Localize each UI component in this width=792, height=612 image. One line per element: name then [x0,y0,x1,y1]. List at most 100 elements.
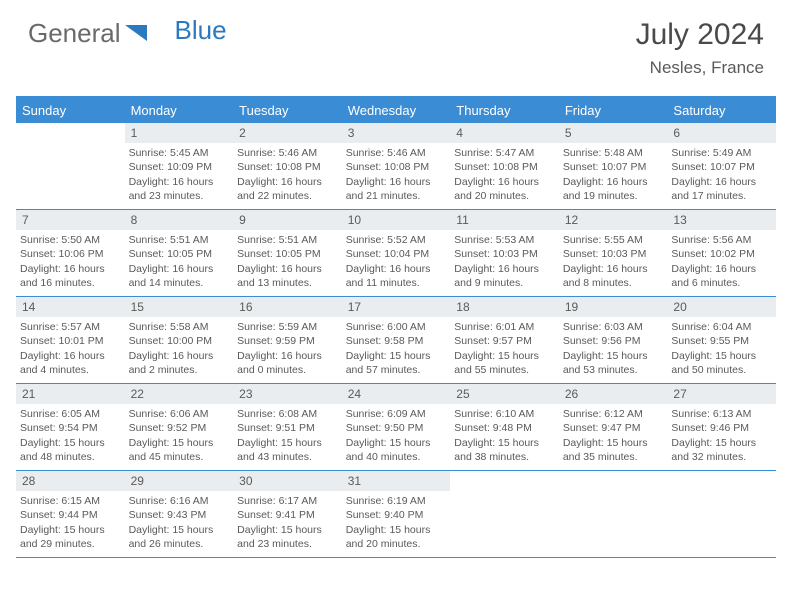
sunset-line: Sunset: 9:56 PM [563,334,664,348]
day-cell: 12Sunrise: 5:55 AMSunset: 10:03 PMDaylig… [559,210,668,296]
day-number: 29 [125,471,234,491]
weekday-sunday: Sunday [16,99,125,123]
sunrise-line: Sunrise: 6:08 AM [237,407,338,421]
sunset-line: Sunset: 10:05 PM [129,247,230,261]
sunrise-line: Sunrise: 6:04 AM [671,320,772,334]
sunrise-line: Sunrise: 5:57 AM [20,320,121,334]
sunrise-line: Sunrise: 6:00 AM [346,320,447,334]
day-number: 30 [233,471,342,491]
day-number: 14 [16,297,125,317]
sunset-line: Sunset: 9:55 PM [671,334,772,348]
day-cell: 22 Sunrise: 6:06 AMSunset: 9:52 PMDayligh… [125,384,234,470]
daylight-line: Daylight: 15 hours and 45 minutes. [129,436,230,464]
sunset-line: Sunset: 10:08 PM [346,160,447,174]
sunrise-line: Sunrise: 5:53 AM [454,233,555,247]
daylight-line: Daylight: 16 hours and 2 minutes. [129,349,230,377]
sunset-line: Sunset: 9:41 PM [237,508,338,522]
day-number: 13 [667,210,776,230]
daylight-line: Daylight: 15 hours and 40 minutes. [346,436,447,464]
daylight-line: Daylight: 16 hours and 14 minutes. [129,262,230,290]
logo-text-1: General [28,18,121,49]
sunset-line: Sunset: 9:40 PM [346,508,447,522]
day-cell: 15Sunrise: 5:58 AMSunset: 10:00 PMDaylig… [125,297,234,383]
day-number: 7 [16,210,125,230]
day-number: 8 [125,210,234,230]
daylight-line: Daylight: 15 hours and 55 minutes. [454,349,555,377]
weekday-saturday: Saturday [667,99,776,123]
sunset-line: Sunset: 10:09 PM [129,160,230,174]
day-number: 19 [559,297,668,317]
sunset-line: Sunset: 9:54 PM [20,421,121,435]
day-number: 21 [16,384,125,404]
daylight-line: Daylight: 15 hours and 29 minutes. [20,523,121,551]
sunrise-line: Sunrise: 5:59 AM [237,320,338,334]
daylight-line: Daylight: 16 hours and 19 minutes. [563,175,664,203]
day-cell: 16Sunrise: 5:59 AMSunset: 9:59 PMDayligh… [233,297,342,383]
day-cell: 6Sunrise: 5:49 AMSunset: 10:07 PMDayligh… [667,123,776,209]
weekday-wednesday: Wednesday [342,99,451,123]
day-number: 22 [125,384,234,404]
daylight-line: Daylight: 16 hours and 11 minutes. [346,262,447,290]
location: Nesles, France [636,58,764,78]
daylight-line: Daylight: 15 hours and 43 minutes. [237,436,338,464]
day-number: 15 [125,297,234,317]
day-cell: 11Sunrise: 5:53 AMSunset: 10:03 PMDaylig… [450,210,559,296]
sunset-line: Sunset: 10:05 PM [237,247,338,261]
daylight-line: Daylight: 15 hours and 48 minutes. [20,436,121,464]
day-number: 10 [342,210,451,230]
sunset-line: Sunset: 9:58 PM [346,334,447,348]
day-cell: 10Sunrise: 5:52 AMSunset: 10:04 PMDaylig… [342,210,451,296]
daylight-line: Daylight: 16 hours and 16 minutes. [20,262,121,290]
day-number: 3 [342,123,451,143]
daylight-line: Daylight: 16 hours and 9 minutes. [454,262,555,290]
week-row: 28Sunrise: 6:15 AMSunset: 9:44 PMDayligh… [16,471,776,558]
day-cell: 4Sunrise: 5:47 AMSunset: 10:08 PMDayligh… [450,123,559,209]
sunrise-line: Sunrise: 6:10 AM [454,407,555,421]
sunrise-line: Sunrise: 6:13 AM [671,407,772,421]
daylight-line: Daylight: 16 hours and 13 minutes. [237,262,338,290]
day-cell [667,471,776,557]
sunset-line: Sunset: 10:03 PM [563,247,664,261]
day-number: 20 [667,297,776,317]
daylight-line: Daylight: 16 hours and 6 minutes. [671,262,772,290]
sunrise-line: Sunrise: 6:19 AM [346,494,447,508]
daylight-line: Daylight: 16 hours and 20 minutes. [454,175,555,203]
day-cell: 21 Sunrise: 6:05 AMSunset: 9:54 PMDayligh… [16,384,125,470]
sunset-line: Sunset: 9:48 PM [454,421,555,435]
day-cell: 5Sunrise: 5:48 AMSunset: 10:07 PMDayligh… [559,123,668,209]
day-cell [559,471,668,557]
day-cell: 20 Sunrise: 6:04 AMSunset: 9:55 PMDayligh… [667,297,776,383]
day-number: 16 [233,297,342,317]
calendar: SundayMondayTuesdayWednesdayThursdayFrid… [16,96,776,558]
day-number: 24 [342,384,451,404]
sunset-line: Sunset: 9:52 PM [129,421,230,435]
sunset-line: Sunset: 10:08 PM [237,160,338,174]
title-block: July 2024 Nesles, France [636,18,764,78]
sunrise-line: Sunrise: 5:45 AM [129,146,230,160]
weeks-container: 1Sunrise: 5:45 AMSunset: 10:09 PMDayligh… [16,123,776,558]
daylight-line: Daylight: 16 hours and 22 minutes. [237,175,338,203]
week-row: 7Sunrise: 5:50 AMSunset: 10:06 PMDayligh… [16,210,776,297]
sunset-line: Sunset: 9:50 PM [346,421,447,435]
daylight-line: Daylight: 16 hours and 21 minutes. [346,175,447,203]
sunrise-line: Sunrise: 6:05 AM [20,407,121,421]
daylight-line: Daylight: 15 hours and 35 minutes. [563,436,664,464]
daylight-line: Daylight: 15 hours and 53 minutes. [563,349,664,377]
sunrise-line: Sunrise: 6:06 AM [129,407,230,421]
header: General Blue July 2024 Nesles, France [0,0,792,86]
day-number: 18 [450,297,559,317]
day-cell: 8Sunrise: 5:51 AMSunset: 10:05 PMDayligh… [125,210,234,296]
sunset-line: Sunset: 10:08 PM [454,160,555,174]
weekday-tuesday: Tuesday [233,99,342,123]
sunrise-line: Sunrise: 5:52 AM [346,233,447,247]
day-number: 28 [16,471,125,491]
day-cell: 2Sunrise: 5:46 AMSunset: 10:08 PMDayligh… [233,123,342,209]
weekday-friday: Friday [559,99,668,123]
day-number: 2 [233,123,342,143]
day-cell: 18Sunrise: 6:01 AMSunset: 9:57 PMDayligh… [450,297,559,383]
month-title: July 2024 [636,18,764,52]
daylight-line: Daylight: 15 hours and 50 minutes. [671,349,772,377]
logo: General Blue [28,18,227,49]
day-number: 4 [450,123,559,143]
day-cell: 30Sunrise: 6:17 AMSunset: 9:41 PMDayligh… [233,471,342,557]
